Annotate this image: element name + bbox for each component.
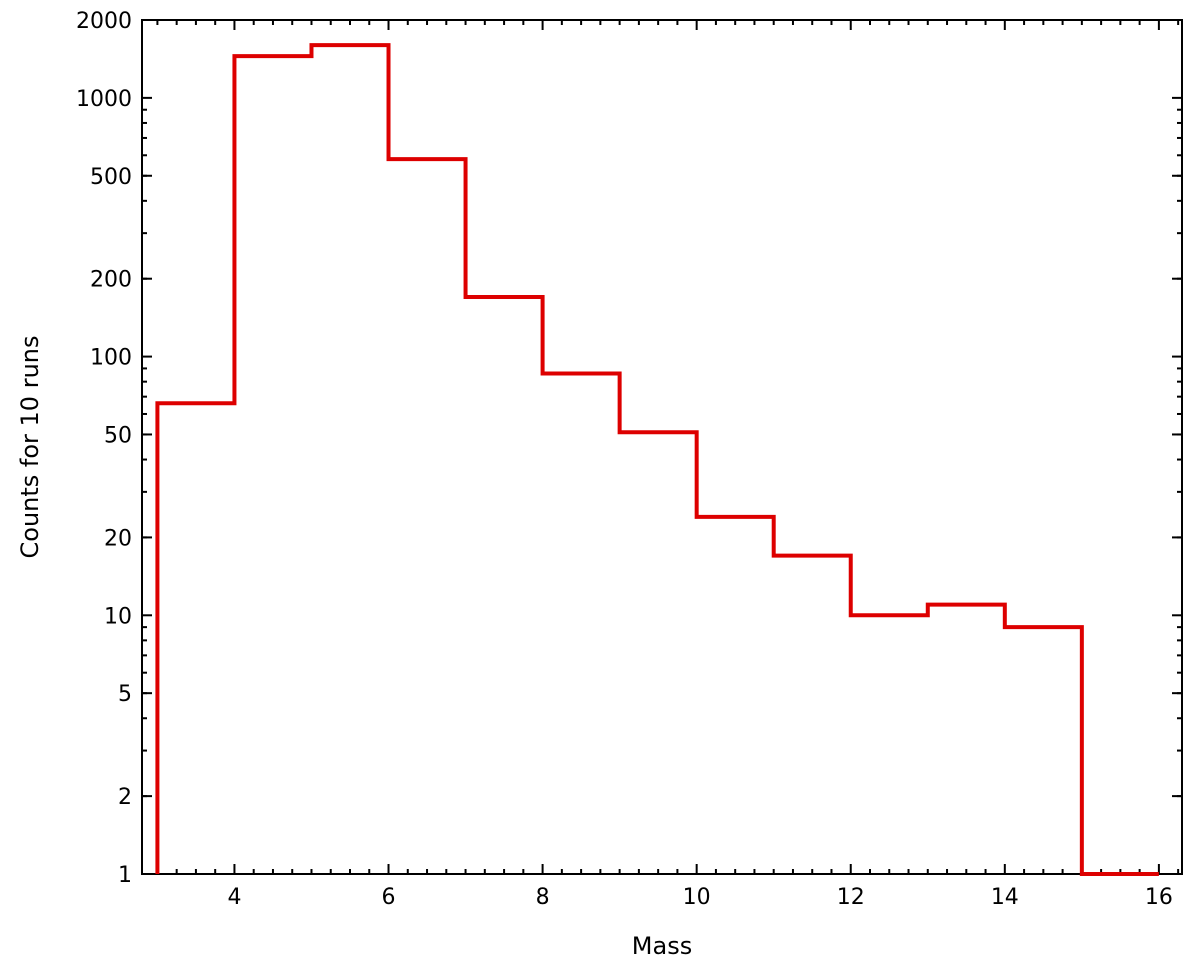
y-tick-label: 2 [118,785,132,810]
y-tick-labels: 1 2 5 10 20 50 100 200 500 1000 2000 [76,9,132,888]
histogram-bin [466,297,543,874]
histogram-bin [543,374,620,874]
plot-area [141,19,1183,875]
y-tick-label: 1000 [76,87,132,112]
histogram-bin [1005,627,1082,874]
x-tick-labels: 4 6 8 10 12 14 16 [227,885,1172,910]
x-tick-label: 12 [837,885,865,910]
histogram-bin [389,159,466,874]
y-tick-label: 5 [118,682,132,707]
x-tick-label: 14 [991,885,1019,910]
y-tick-label: 20 [104,526,132,551]
histogram-bins [157,45,1081,874]
x-tick-label: 10 [683,885,711,910]
y-tick-label: 10 [104,604,132,629]
y-tick-label: 200 [90,268,132,293]
histogram-bin [157,403,234,874]
histogram-bin [620,432,697,874]
x-tick-label: 4 [227,885,241,910]
histogram-bin [311,45,388,874]
x-tick-label: 6 [382,885,396,910]
histogram-bin [774,556,851,874]
y-tick-label: 100 [90,346,132,371]
histogram-bin [697,517,774,874]
major-ticks [142,19,1182,875]
y-tick-label: 500 [90,165,132,190]
y-axis-label: Counts for 10 runs [16,336,44,559]
histogram-bin [234,56,311,874]
y-tick-label: 2000 [76,9,132,34]
histogram-step-line [155,43,1159,876]
x-tick-label: 16 [1145,885,1173,910]
histogram-bin [928,605,1005,874]
y-tick-label: 50 [104,423,132,448]
y-tick-label: 1 [118,863,132,888]
minor-ticks [142,19,1182,874]
histogram-bin [851,615,928,874]
x-tick-label: 8 [536,885,550,910]
x-axis-label: Mass [632,932,692,960]
